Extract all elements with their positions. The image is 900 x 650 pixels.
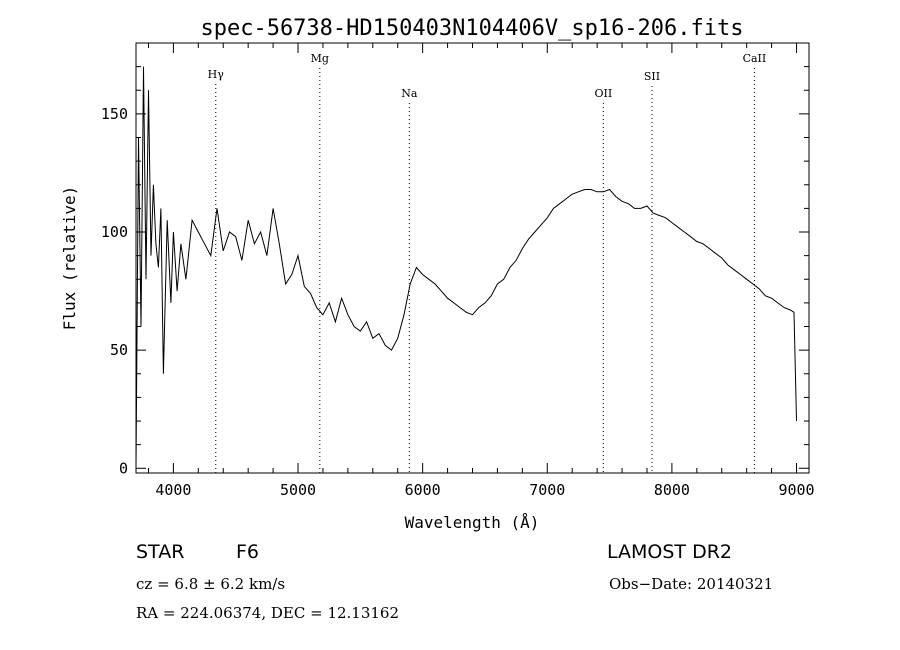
spectral-line-markers: Hγ Mg Na OII SII CaII (208, 52, 767, 473)
flux-spectrum-line (135, 66, 797, 469)
y-tick-label: 50 (110, 341, 128, 359)
x-tick-label: 5000 (280, 481, 316, 499)
object-class: STAR (136, 541, 185, 563)
spectral-line-label: SII (644, 70, 660, 83)
y-tick-label: 0 (119, 459, 128, 477)
redshift-value: cz = 6.8 ± 6.2 km/s (136, 575, 286, 593)
x-tick-label: 8000 (654, 481, 690, 499)
chart-title: spec-56738-HD150403N104406V_sp16-206.fit… (200, 16, 743, 41)
y-axis-ticks: 0 50 100 150 (101, 42, 809, 477)
y-axis-label: Flux (relative) (60, 186, 79, 331)
spectral-line-label: Hγ (208, 68, 225, 81)
object-subclass: F6 (236, 541, 260, 563)
spectral-line-label: OII (595, 87, 613, 100)
spectral-line-label: CaII (743, 52, 767, 65)
x-tick-label: 7000 (529, 481, 565, 499)
coordinates: RA = 224.06374, DEC = 12.13162 (136, 604, 400, 622)
x-axis-ticks: 4000 5000 6000 7000 8000 9000 (147, 43, 815, 499)
observation-date: Obs−Date: 20140321 (609, 575, 774, 593)
spectral-line-label: Mg (311, 52, 329, 65)
y-tick-label: 100 (101, 223, 128, 241)
x-axis-label: Wavelength (Å) (405, 513, 540, 532)
survey-name: LAMOST DR2 (607, 541, 732, 563)
spectral-line-label: Na (401, 87, 418, 100)
plot-frame (135, 42, 810, 474)
y-tick-label: 150 (101, 105, 128, 123)
x-tick-label: 9000 (778, 481, 814, 499)
x-tick-label: 4000 (155, 481, 191, 499)
x-tick-label: 6000 (405, 481, 441, 499)
